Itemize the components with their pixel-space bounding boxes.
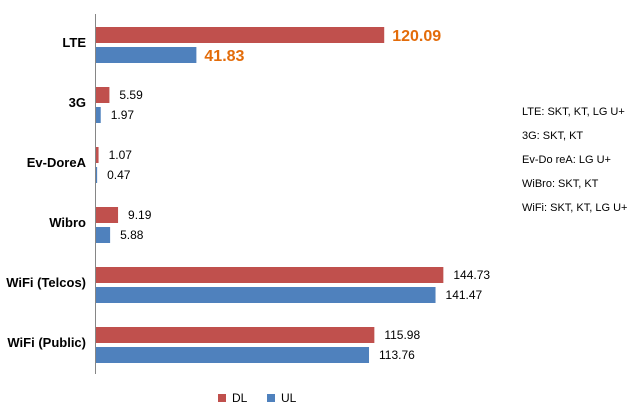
- bar-dl: [96, 207, 119, 223]
- category-label: LTE: [62, 35, 86, 50]
- legend-swatch-ul: [267, 394, 275, 402]
- bar-ul: [96, 107, 101, 123]
- note-wifi: WiFi: SKT, KT, LG U+: [522, 202, 628, 214]
- note-evdo: Ev-Do reA: LG U+: [522, 154, 611, 166]
- legend-swatch-dl: [218, 394, 226, 402]
- data-label: 120.09: [392, 28, 441, 45]
- category-label: Wibro: [49, 215, 86, 230]
- category-label: WiFi (Telcos): [6, 275, 86, 290]
- data-label: 115.98: [384, 328, 420, 342]
- bar-ul: [96, 167, 98, 183]
- category-label: 3G: [69, 95, 86, 110]
- data-label: 9.19: [128, 208, 152, 222]
- data-label: 141.47: [446, 288, 483, 302]
- data-label: 1.07: [109, 148, 133, 162]
- bar-dl: [96, 327, 375, 343]
- bar-dl: [96, 87, 110, 103]
- data-label: 5.88: [120, 228, 144, 242]
- legend: DL UL: [218, 391, 297, 405]
- bar-dl: [96, 147, 99, 163]
- note-3g: 3G: SKT, KT: [522, 130, 584, 142]
- legend-label-ul: UL: [281, 391, 297, 405]
- data-label: 41.83: [204, 48, 244, 65]
- bar-dl: [96, 267, 444, 283]
- data-label: 5.59: [119, 88, 143, 102]
- bar-ul: [96, 347, 370, 363]
- category-label: Ev-DoreA: [27, 155, 87, 170]
- bar-dl: [96, 27, 385, 43]
- bar-ul: [96, 47, 197, 63]
- legend-label-dl: DL: [232, 391, 248, 405]
- data-label: 1.97: [111, 108, 135, 122]
- bars-group: LTE 120.09 41.83 3G 5.59 1.97 Ev-DoreA 1.07 0.47…: [6, 27, 490, 363]
- data-label: 144.73: [453, 268, 490, 282]
- category-label: WiFi (Public): [7, 335, 86, 350]
- data-label: 113.76: [379, 348, 415, 362]
- note-wibro: WiBro: SKT, KT: [522, 178, 599, 190]
- data-label: 0.47: [107, 168, 131, 182]
- bar-ul: [96, 287, 436, 303]
- bar-ul: [96, 227, 111, 243]
- note-lte: LTE: SKT, KT, LG U+: [522, 106, 625, 118]
